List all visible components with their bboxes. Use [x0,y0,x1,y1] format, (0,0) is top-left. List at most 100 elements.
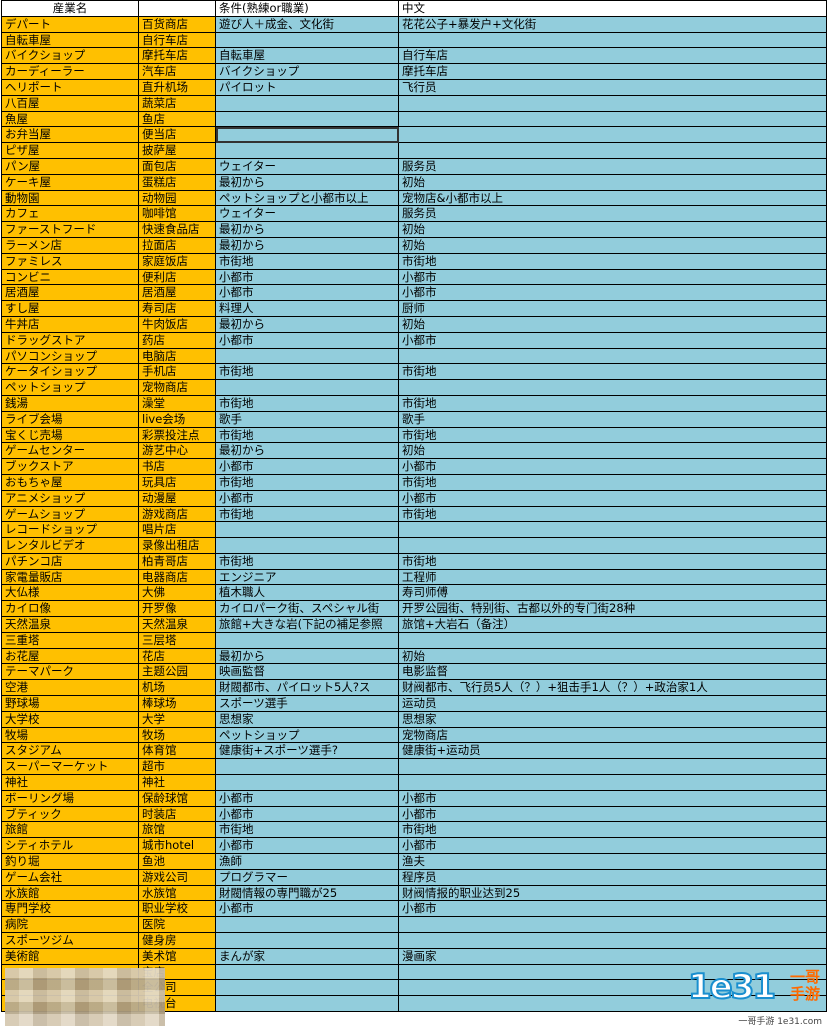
cell-chinese[interactable]: 市街地 [398,252,827,270]
cell-condition[interactable] [215,963,399,981]
cell-industry-jp[interactable]: ケータイショップ [1,363,139,381]
cell-condition[interactable]: 市街地 [215,473,399,491]
cell-industry-cn[interactable]: 健身房 [138,932,216,949]
header-condition[interactable]: 条件(熟練or職業) [215,0,399,17]
cell-industry-jp[interactable]: 専門学校 [1,900,139,918]
cell-industry-jp[interactable]: 宝くじ売場 [1,426,139,444]
cell-industry-jp[interactable]: 美術館 [1,947,139,965]
cell-condition[interactable] [215,537,399,554]
cell-industry-cn[interactable]: 唱片店 [138,521,216,539]
cell-industry-jp[interactable]: おもちゃ屋 [1,473,139,491]
cell-condition[interactable] [215,521,399,539]
cell-chinese[interactable] [398,537,827,554]
cell-condition[interactable]: 自転車屋 [215,47,399,65]
cell-condition[interactable]: 市街地 [215,426,399,444]
cell-condition[interactable]: 最初から [215,236,399,254]
cell-condition[interactable] [215,94,399,112]
cell-industry-jp[interactable]: 自転車屋 [1,31,139,49]
cell-chinese[interactable]: 小都市 [398,268,827,286]
cell-industry-cn[interactable]: 机场 [138,679,216,697]
cell-chinese[interactable]: 初始 [398,173,827,191]
header-chinese[interactable]: 中文 [398,0,827,17]
cell-chinese[interactable]: 初始 [398,221,827,238]
cell-industry-cn[interactable]: 棒球场 [138,695,216,712]
cell-chinese[interactable] [398,995,827,1012]
cell-chinese[interactable]: 厨师 [398,300,827,317]
cell-industry-jp[interactable]: ゲームショップ [1,505,139,523]
cell-industry-jp[interactable]: 魚屋 [1,110,139,128]
cell-chinese[interactable]: 初始 [398,315,827,333]
cell-chinese[interactable] [398,631,827,649]
cell-chinese[interactable]: 财阀情报的职业达到25 [398,884,827,902]
cell-chinese[interactable] [398,379,827,396]
cell-condition[interactable] [215,932,399,949]
cell-industry-jp[interactable]: 旅館 [1,821,139,839]
cell-condition[interactable] [215,126,399,144]
cell-condition[interactable] [215,916,399,934]
cell-chinese[interactable] [398,110,827,128]
cell-chinese[interactable] [398,126,827,144]
cell-industry-cn[interactable]: 宠物商店 [138,379,216,396]
cell-industry-cn[interactable]: 家庭饭店 [138,252,216,270]
cell-condition[interactable] [215,110,399,128]
cell-industry-jp[interactable]: 牧場 [1,726,139,744]
cell-chinese[interactable]: 小都市 [398,900,827,918]
cell-chinese[interactable]: 小都市 [398,805,827,823]
cell-industry-cn[interactable]: 动物园 [138,189,216,207]
cell-industry-jp[interactable]: すし屋 [1,300,139,317]
cell-industry-cn[interactable]: 动漫屋 [138,489,216,507]
cell-industry-jp[interactable]: スタジアム [1,742,139,760]
cell-condition[interactable]: 映画監督 [215,663,399,681]
cell-chinese[interactable]: 工程师 [398,568,827,586]
cell-industry-cn[interactable]: 大学 [138,710,216,728]
cell-industry-cn[interactable]: 游戏商店 [138,505,216,523]
cell-industry-jp[interactable]: ファミレス [1,252,139,270]
cell-chinese[interactable]: 市街地 [398,394,827,412]
cell-condition[interactable]: 最初から [215,173,399,191]
cell-industry-jp[interactable]: ブティック [1,805,139,823]
cell-chinese[interactable]: 运动员 [398,695,827,712]
cell-industry-jp[interactable]: 神社 [1,774,139,791]
cell-chinese[interactable] [398,521,827,539]
cell-industry-jp[interactable]: ブックストア [1,458,139,475]
cell-industry-jp[interactable]: 釣り堀 [1,853,139,870]
cell-chinese[interactable] [398,916,827,934]
cell-industry-jp[interactable]: ケーキ屋 [1,173,139,191]
cell-industry-cn[interactable]: 披萨屋 [138,142,216,159]
cell-industry-cn[interactable]: 鱼店 [138,110,216,128]
cell-chinese[interactable]: 小都市 [398,789,827,807]
cell-industry-jp[interactable]: パチンコ店 [1,552,139,570]
cell-industry-cn[interactable]: 彩票投注点 [138,426,216,444]
cell-industry-cn[interactable]: 百货商店 [138,15,216,33]
cell-chinese[interactable]: 初始 [398,442,827,460]
cell-condition[interactable]: 旅館+大きな岩(下記の補足参照 [215,616,399,633]
cell-chinese[interactable]: 电影监督 [398,663,827,681]
cell-industry-cn[interactable]: 蔬菜店 [138,94,216,112]
cell-condition[interactable]: 小都市 [215,900,399,918]
cell-chinese[interactable]: 摩托车店 [398,63,827,80]
cell-industry-cn[interactable]: 牧场 [138,726,216,744]
cell-industry-jp[interactable]: テーマパーク [1,663,139,681]
cell-chinese[interactable]: 健康街+运动员 [398,742,827,760]
cell-industry-cn[interactable]: 汽车店 [138,63,216,80]
cell-industry-cn[interactable]: 快速食品店 [138,221,216,238]
cell-industry-cn[interactable]: 自行车店 [138,31,216,49]
cell-industry-cn[interactable]: 医院 [138,916,216,934]
cell-industry-jp[interactable]: スポーツジム [1,932,139,949]
cell-industry-jp[interactable]: アニメショップ [1,489,139,507]
cell-industry-jp[interactable]: ファーストフード [1,221,139,238]
cell-condition[interactable]: 市街地 [215,821,399,839]
cell-condition[interactable]: 財閥都市、パイロット5人?ス [215,679,399,697]
cell-industry-jp[interactable]: カーディーラー [1,63,139,80]
cell-chinese[interactable]: 宠物商店 [398,726,827,744]
cell-industry-jp[interactable]: 牛丼店 [1,315,139,333]
cell-industry-jp[interactable]: パソコンショップ [1,347,139,365]
cell-condition[interactable] [215,979,399,997]
cell-condition[interactable]: 小都市 [215,837,399,855]
cell-industry-jp[interactable]: カイロ像 [1,600,139,618]
cell-condition[interactable]: まんが家 [215,947,399,965]
cell-chinese[interactable]: 市街地 [398,363,827,381]
cell-condition[interactable]: 遊び人＋成金、文化街 [215,15,399,33]
cell-condition[interactable]: 市街地 [215,394,399,412]
cell-industry-jp[interactable]: パン屋 [1,157,139,175]
